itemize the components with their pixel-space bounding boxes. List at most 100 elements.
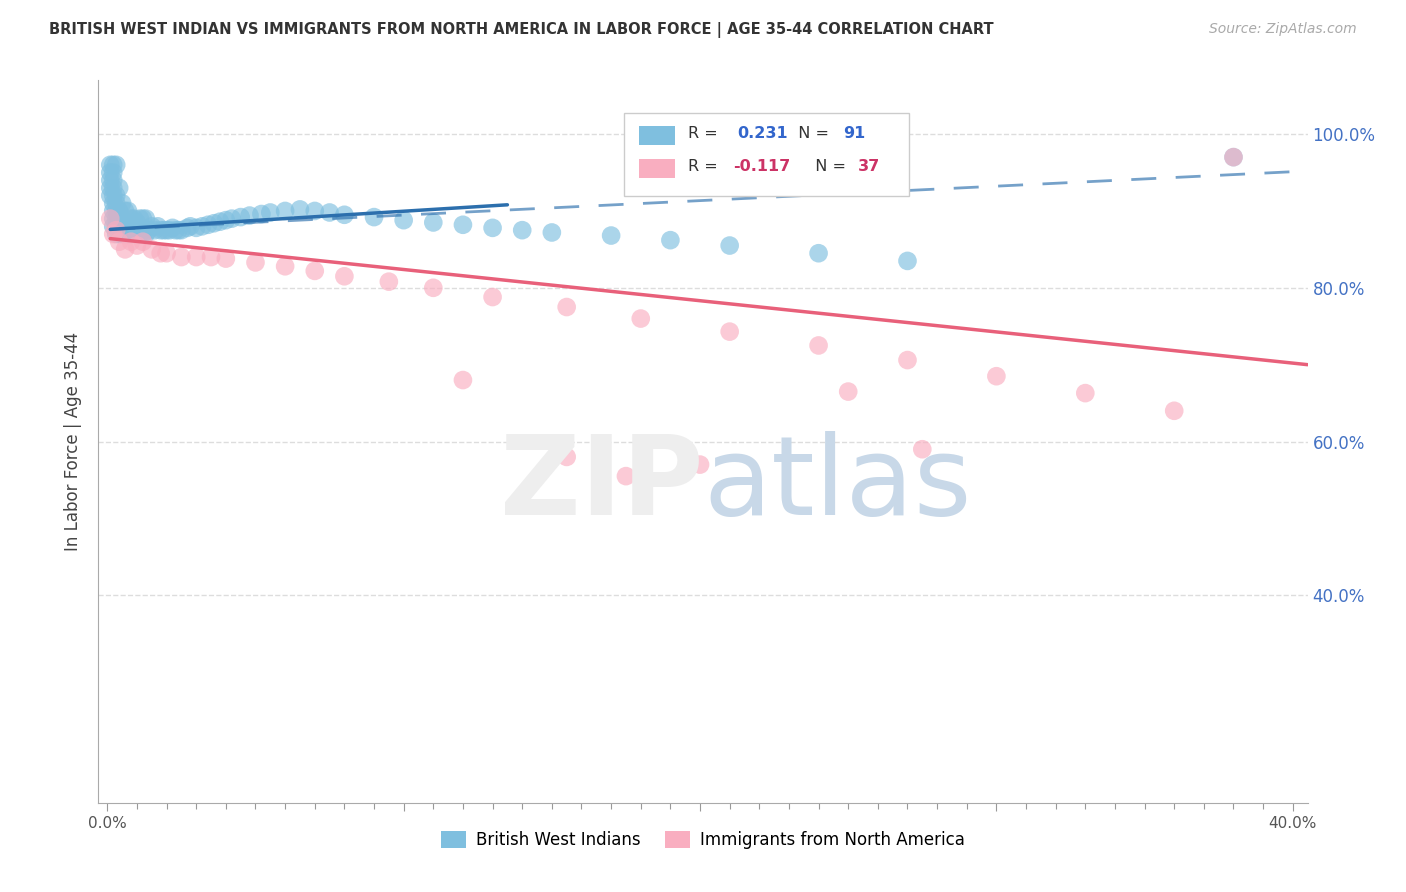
Point [98,158,121,172]
Text: 0.231: 0.231 [737,126,787,141]
Point [132,211,155,226]
Point [155,246,177,260]
Point [98,211,121,226]
Point [149,223,172,237]
Text: BRITISH WEST INDIAN VS IMMIGRANTS FROM NORTH AMERICA IN LABOR FORCE | AGE 35-44 : BRITISH WEST INDIAN VS IMMIGRANTS FROM N… [49,22,994,38]
Point [103,188,125,202]
Point [120,235,142,249]
Point [141,219,163,234]
Point [129,227,152,241]
Bar [638,159,675,178]
Bar [638,126,675,145]
Point [186,220,208,235]
Text: 91: 91 [844,126,866,141]
Point [304,203,326,218]
Point [143,223,166,237]
Point [215,252,238,266]
Point [117,203,139,218]
Point [103,181,125,195]
Point [141,243,163,257]
FancyBboxPatch shape [624,112,908,196]
Point [105,211,128,226]
Point [132,235,155,249]
Point [451,218,474,232]
Point [1222,150,1244,164]
Point [129,211,152,226]
Text: Source: ZipAtlas.com: Source: ZipAtlas.com [1209,22,1357,37]
Point [208,215,231,229]
Point [215,213,238,227]
Point [200,250,222,264]
Point [630,311,652,326]
Point [250,207,273,221]
Point [146,219,169,234]
Point [555,450,578,464]
Point [191,219,214,234]
Point [103,227,125,241]
Point [149,246,172,260]
Legend: British West Indians, Immigrants from North America: British West Indians, Immigrants from No… [434,824,972,856]
Point [108,181,131,195]
Point [659,233,682,247]
Point [245,255,267,269]
Point [896,253,918,268]
Point [202,216,225,230]
Point [274,203,297,218]
Point [98,165,121,179]
Point [378,275,401,289]
Point [103,165,125,179]
Point [165,223,187,237]
Point [333,269,356,284]
Point [304,264,326,278]
Point [896,353,918,368]
Point [333,208,356,222]
Point [135,227,157,241]
Point [911,442,934,457]
Point [718,238,741,252]
Point [114,243,136,257]
Point [167,223,190,237]
Point [122,227,145,241]
Point [288,202,311,217]
Point [108,235,131,249]
Point [132,227,155,241]
Point [120,227,142,241]
Point [152,223,174,237]
Point [105,219,128,234]
Point [422,215,444,229]
Point [108,203,131,218]
Point [114,227,136,241]
Point [162,220,184,235]
Point [98,173,121,187]
Point [481,220,503,235]
Point [103,158,125,172]
Point [125,215,148,229]
Point [170,223,193,237]
Text: -0.117: -0.117 [734,159,790,174]
Point [422,281,444,295]
Point [986,369,1008,384]
Point [105,223,128,237]
Point [111,219,134,234]
Point [122,211,145,226]
Point [105,196,128,211]
Point [229,210,252,224]
Point [155,223,177,237]
Point [138,223,160,237]
Point [98,188,121,202]
Point [108,211,131,226]
Point [555,300,578,314]
Point [540,226,562,240]
Point [363,210,385,224]
Point [114,215,136,229]
Point [103,203,125,218]
Point [114,203,136,218]
Text: R =: R = [689,126,723,141]
Point [111,211,134,226]
Point [481,290,503,304]
Point [718,325,741,339]
Point [689,458,711,472]
Point [159,223,181,237]
Point [105,227,128,241]
Point [807,338,830,352]
